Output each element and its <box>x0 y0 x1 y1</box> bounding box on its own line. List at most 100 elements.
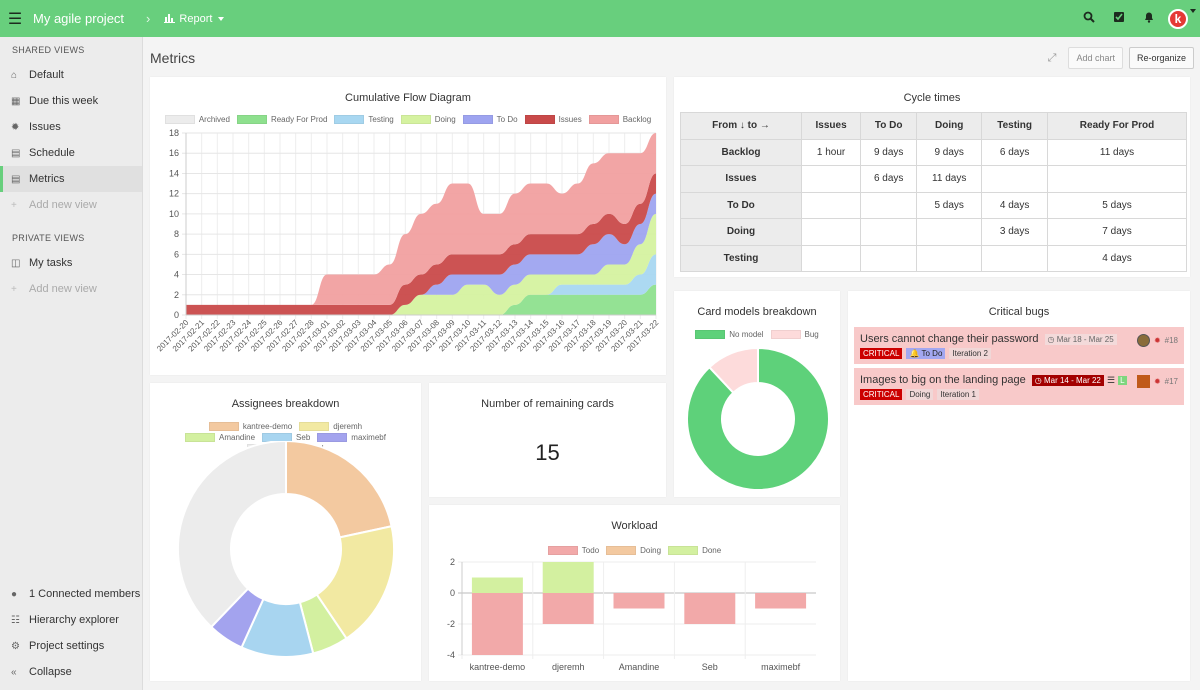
collapse-button[interactable]: « Collapse <box>0 659 143 685</box>
chevron-right-icon: › <box>146 11 151 26</box>
remaining-title: Number of remaining cards <box>481 398 614 410</box>
bar-chart-icon: ▤ <box>11 173 21 185</box>
legend-swatch <box>236 115 267 124</box>
y-tick-label: 2 <box>174 290 179 300</box>
expand-icon[interactable]: ⤢ <box>1047 51 1057 64</box>
sidebar-item-schedule[interactable]: ▤ Schedule <box>0 140 142 166</box>
sidebar-item-label: Add new view <box>29 199 97 211</box>
sidebar-item-default[interactable]: ⌂ Default <box>0 62 142 88</box>
report-dropdown[interactable]: Report <box>164 13 225 25</box>
cfd-legend-item[interactable]: Archived <box>164 115 230 124</box>
connected-members[interactable]: ● 1 Connected members <box>0 581 143 607</box>
row-header: Backlog <box>680 138 802 166</box>
bar-chart-icon <box>164 14 176 23</box>
slice-no-model[interactable] <box>686 346 830 491</box>
menu-icon[interactable]: ☰ <box>7 10 23 28</box>
iteration-tag: Iteration 1 <box>937 389 979 400</box>
checkbox-icon[interactable] <box>1104 11 1134 26</box>
slice-kantree-demo[interactable] <box>285 441 393 539</box>
add-new-private-view-button[interactable]: + Add new view <box>0 276 142 302</box>
assignees-legend-item[interactable]: Amandine <box>185 433 255 442</box>
priority-tag: CRITICAL <box>860 348 903 359</box>
legend-swatch <box>524 115 555 124</box>
card-models-legend-item[interactable]: Bug <box>770 330 819 339</box>
table-cell: 11 days <box>916 165 983 193</box>
legend-label: Done <box>702 546 722 555</box>
table-row: Doing 3 days 7 days <box>680 218 1187 246</box>
bug-icon: ✹ <box>11 121 20 133</box>
cfd-legend-item[interactable]: Testing <box>334 115 394 124</box>
remaining-panel: Number of remaining cards 15 <box>429 383 666 497</box>
workload-legend-item[interactable]: Doing <box>606 546 661 555</box>
cfd-legend-item[interactable]: To Do <box>462 115 518 124</box>
card-models-legend-item[interactable]: No model <box>695 330 764 339</box>
table-cell: 5 days <box>1047 191 1187 219</box>
sidebar-item-my-tasks[interactable]: ◫ My tasks <box>0 250 142 276</box>
bug-title[interactable]: Users cannot change their password <box>860 333 1039 345</box>
y-tick-label: 8 <box>174 229 179 239</box>
legend-swatch <box>547 546 578 555</box>
y-tick-label: 6 <box>174 249 179 259</box>
card-id: #18 <box>1164 336 1178 345</box>
bar-todo[interactable] <box>684 593 736 624</box>
bug-title[interactable]: Images to big on the landing page <box>860 374 1026 386</box>
table-cell: 6 days <box>860 165 918 193</box>
add-chart-button[interactable]: Add chart <box>1068 47 1123 69</box>
slice-unassigned[interactable] <box>177 441 287 629</box>
assignees-legend-item[interactable]: kantree-demo <box>208 422 292 431</box>
table-cell: 6 days <box>981 138 1049 166</box>
table-cell <box>981 165 1049 193</box>
avatar: k <box>1168 8 1188 29</box>
reorganize-button[interactable]: Re-organize <box>1128 47 1194 69</box>
add-new-view-button[interactable]: + Add new view <box>0 192 142 218</box>
table-cell: 4 days <box>1047 244 1187 272</box>
table-cell <box>860 244 918 272</box>
bar-todo[interactable] <box>542 593 594 624</box>
bar-todo[interactable] <box>613 593 665 609</box>
bar-todo[interactable] <box>755 593 807 609</box>
hierarchy-explorer[interactable]: ☷ Hierarchy explorer <box>0 607 143 633</box>
project-settings[interactable]: ⚙ Project settings <box>0 633 143 659</box>
legend-swatch <box>317 433 348 442</box>
slice-bug[interactable] <box>707 346 759 395</box>
assignee-avatar <box>1136 375 1150 388</box>
cfd-legend-item[interactable]: Doing <box>400 115 456 124</box>
home-icon: ⌂ <box>11 69 18 81</box>
bug-card[interactable]: Users cannot change their password ◷ Mar … <box>854 327 1184 364</box>
sidebar-item-issues[interactable]: ✹ Issues <box>0 114 142 140</box>
legend-label: Bug <box>804 330 819 339</box>
bar-done[interactable] <box>471 577 523 594</box>
cfd-legend-item[interactable]: Ready For Prod <box>236 115 327 124</box>
row-header: Issues <box>680 165 802 193</box>
user-menu[interactable]: k <box>1164 8 1200 29</box>
column-header: From ↓ to → <box>680 112 802 140</box>
legend-label: maximebf <box>351 433 386 442</box>
workload-legend-item[interactable]: Done <box>668 546 721 555</box>
x-tick-label: Amandine <box>619 662 660 672</box>
legend-label: No model <box>729 330 764 339</box>
remaining-count: 15 <box>535 440 560 465</box>
top-bar: ☰ My agile project › Report k <box>0 0 1200 37</box>
cfd-legend-item[interactable]: Backlog <box>588 115 651 124</box>
bar-todo[interactable] <box>471 593 523 655</box>
cfd-legend-item[interactable]: Issues <box>524 115 582 124</box>
search-icon[interactable] <box>1074 11 1104 26</box>
legend-swatch <box>588 115 619 124</box>
assignees-legend-item[interactable]: maximebf <box>317 433 386 442</box>
project-title[interactable]: My agile project <box>33 11 125 26</box>
bell-icon[interactable] <box>1134 11 1164 26</box>
sidebar-item-due-this-week[interactable]: ▦ Due this week <box>0 88 142 114</box>
assignees-legend-item[interactable]: djeremh <box>299 422 362 431</box>
shared-views-header: SHARED VIEWS <box>12 45 85 55</box>
sidebar: SHARED VIEWS ⌂ Default ▦ Due this week ✹ Is… <box>0 37 143 690</box>
legend-label: Seb <box>296 433 311 442</box>
workload-legend-item[interactable]: Todo <box>547 546 599 555</box>
bug-card[interactable]: Images to big on the landing page ◷ Mar 1… <box>854 368 1184 405</box>
bar-done[interactable] <box>542 562 594 593</box>
status-tag: Doing <box>906 389 934 400</box>
card-models-legend: No model Bug <box>674 330 840 339</box>
card-id: #17 <box>1164 377 1178 386</box>
sidebar-item-metrics[interactable]: ▤ Metrics <box>0 166 142 192</box>
table-cell <box>981 244 1049 272</box>
double-chevron-left-icon: « <box>11 666 17 678</box>
